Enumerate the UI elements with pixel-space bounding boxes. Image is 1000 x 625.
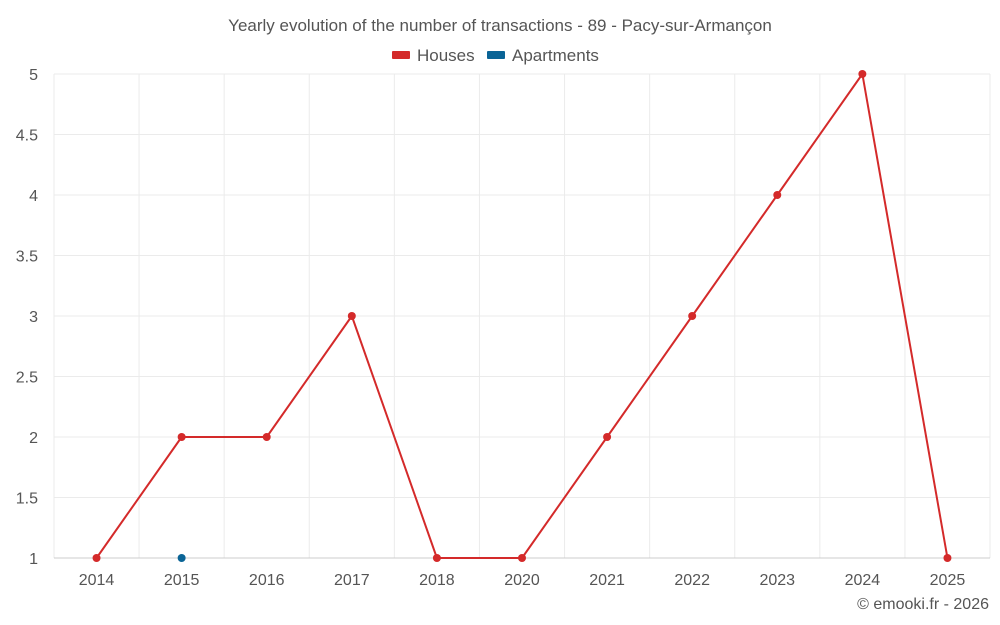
x-tick-label: 2023 [759,572,795,589]
x-tick-label: 2018 [419,572,455,589]
data-point-houses[interactable] [858,70,867,78]
x-tick-label: 2021 [589,572,625,589]
series-layer [92,70,952,562]
y-tick-label: 1.5 [16,491,38,508]
chart-title: Yearly evolution of the number of transa… [228,16,772,35]
y-tick-label: 4.5 [16,128,38,145]
x-axis: 2014 2015 2016 2017 2018 2020 2021 2022 2023 2024… [79,572,966,589]
x-tick-label: 2024 [845,572,881,589]
legend[interactable]: Houses Apartments [392,46,599,65]
data-point-houses[interactable] [773,191,782,199]
data-point-houses[interactable] [262,433,271,441]
data-point-houses[interactable] [177,433,186,441]
x-tick-label: 2022 [674,572,710,589]
data-point-houses[interactable] [688,312,697,320]
x-tick-label: 2025 [930,572,966,589]
y-axis: 1 1.5 2 2.5 3 3.5 4 4.5 5 [16,67,38,568]
grid [53,73,991,558]
data-point-houses[interactable] [347,312,356,320]
y-tick-label: 1 [29,551,38,568]
x-tick-label: 2017 [334,572,370,589]
data-point-apartments[interactable] [177,554,186,562]
y-tick-label: 3 [29,309,38,326]
x-tick-label: 2020 [504,572,540,589]
credit-text: © emooki.fr - 2026 [857,596,989,613]
y-tick-label: 2.5 [16,370,38,387]
legend-swatch-houses[interactable] [392,51,410,59]
y-tick-label: 3.5 [16,249,38,266]
data-point-houses[interactable] [943,554,952,562]
legend-label-houses[interactable]: Houses [417,46,475,65]
data-point-houses[interactable] [518,554,526,562]
legend-swatch-apartments[interactable] [487,51,505,59]
y-tick-label: 4 [29,188,38,205]
y-tick-label: 2 [29,430,38,447]
data-point-houses[interactable] [92,554,101,562]
x-tick-label: 2015 [164,572,200,589]
x-tick-label: 2016 [249,572,285,589]
data-point-houses[interactable] [432,554,441,562]
legend-label-apartments[interactable]: Apartments [512,46,599,65]
data-point-houses[interactable] [603,433,612,441]
y-tick-label: 5 [29,67,38,84]
x-tick-label: 2014 [79,572,115,589]
